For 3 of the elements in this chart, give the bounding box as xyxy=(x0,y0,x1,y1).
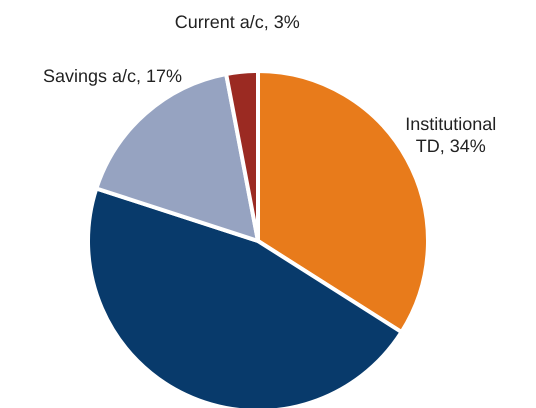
slice-label: Savings a/c, 17% xyxy=(42,64,182,87)
slice-label: Institutional TD, 34% xyxy=(404,113,498,157)
slice-label: Current a/c, 3% xyxy=(174,10,300,33)
